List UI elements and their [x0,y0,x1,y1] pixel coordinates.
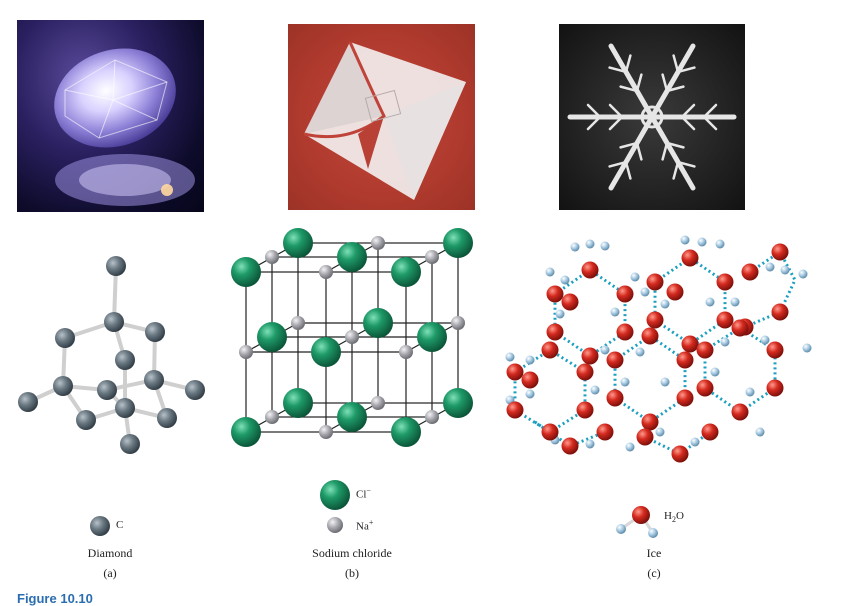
sodium-chloride-label: Sodium chloride [312,546,392,560]
water-legend-label: H2O [664,510,684,525]
carbon-legend-icon [90,516,110,536]
water-molecule-legend-icon [616,506,658,538]
chloride-legend-label: Cl− [356,486,371,501]
ice-label: Ice [646,546,662,560]
chloride-legend-icon [320,480,350,510]
panel-b-letter: (b) [345,566,359,580]
salt-crystal-photo [288,24,475,210]
sodium-legend-icon [327,517,343,533]
sodium-legend-label: Na+ [356,518,374,533]
diamond-structure-model [18,256,205,454]
ice-lattice-model [505,235,812,463]
snowflake-photo [559,24,745,210]
diamond-photo [17,20,204,212]
figure-caption: Figure 10.10 [17,591,93,606]
panel-c-letter: (c) [647,566,661,580]
carbon-legend-label: C [116,519,124,531]
sodium-chloride-lattice-model [231,228,473,447]
panel-a-letter: (a) [103,566,117,580]
diamond-label: Diamond [87,546,133,560]
